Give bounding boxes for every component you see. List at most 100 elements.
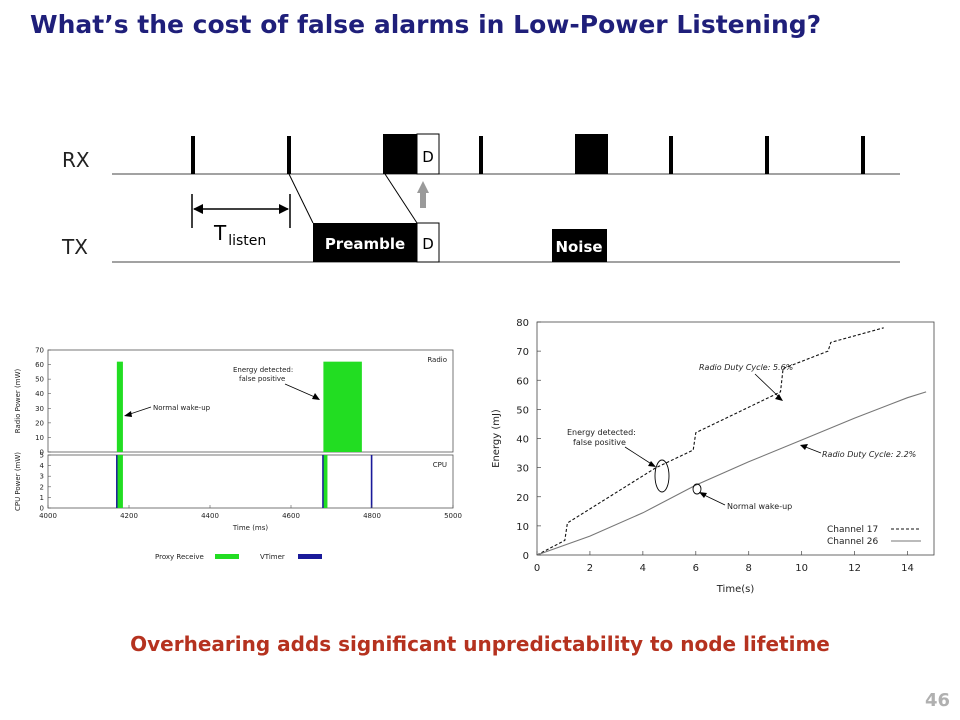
x-tick-label: 10 <box>795 563 808 574</box>
arrowhead-right-icon <box>279 204 289 214</box>
rx-wakeup-pulse <box>765 136 769 174</box>
bar-mark <box>323 361 362 452</box>
false-positive-marker <box>654 459 670 493</box>
x-tick-label: 6 <box>693 563 699 574</box>
bar-mark <box>323 455 328 508</box>
tx-label: TX <box>61 235 88 259</box>
plot-frame <box>536 321 935 556</box>
rx-data-label: D <box>422 148 434 166</box>
x-tick-label: 4000 <box>39 512 57 520</box>
bar-mark <box>116 455 123 508</box>
y-tick-label: 20 <box>35 419 44 427</box>
annotation-normal-wakeup: Normal wake-up <box>727 502 792 511</box>
annotation-false-positive: false positive <box>573 438 626 447</box>
preamble-block <box>313 223 417 262</box>
rx-data-box <box>416 133 440 175</box>
y-tick-label: 40 <box>35 390 44 398</box>
y-tick-label: 0 <box>523 551 529 562</box>
preamble-label: Preamble <box>325 235 405 253</box>
y-tick-label: 70 <box>516 347 529 358</box>
arrowhead-icon <box>800 444 808 450</box>
y-tick-label: 0 <box>40 449 44 457</box>
arrowhead-left-icon <box>193 204 203 214</box>
panel-frame <box>47 349 454 453</box>
y-tick-label: 1 <box>40 494 44 502</box>
bar-mark <box>116 455 118 508</box>
y-tick-label: 30 <box>35 405 44 413</box>
y-tick-label: 3 <box>40 473 44 481</box>
rx-wakeup-pulse <box>287 136 291 174</box>
x-tick-label: 0 <box>534 563 540 574</box>
x-tick-label: 5000 <box>444 512 462 520</box>
x-tick-label: 4400 <box>201 512 219 520</box>
y-tick-label: 60 <box>516 376 529 387</box>
annotation-normal-wakeup: Normal wake-up <box>153 404 211 412</box>
panel-name: Radio <box>427 356 447 364</box>
annotation-duty-cycle-26: Radio Duty Cycle: 2.2% <box>822 450 916 459</box>
projection-line <box>384 173 418 224</box>
legend-label: Channel 17 <box>827 525 878 535</box>
y-tick-label: 50 <box>35 376 44 384</box>
rx-wakeup-pulse <box>191 136 195 174</box>
y-tick-label: 80 <box>516 318 529 329</box>
x-axis-label: Time (ms) <box>232 524 269 532</box>
panel-name: CPU <box>433 461 447 469</box>
y-tick-label: 10 <box>35 434 44 442</box>
tx-data-label: D <box>422 235 434 253</box>
annotation-false-positive: false positive <box>239 375 285 383</box>
rx-wakeup-pulse <box>479 136 483 174</box>
y-tick-label: 10 <box>516 522 529 533</box>
y-tick-label: 0 <box>40 505 44 513</box>
slide-title: What’s the cost of false alarms in Low-P… <box>30 10 822 39</box>
annotation-arrow <box>284 383 318 399</box>
x-axis-label: Time(s) <box>716 584 755 595</box>
legend-label: Channel 26 <box>827 537 879 547</box>
bar-mark <box>370 455 373 508</box>
projection-line <box>288 173 314 224</box>
legend-swatch <box>298 554 322 559</box>
page-number: 46 <box>924 690 950 711</box>
tx-data-box <box>416 222 440 263</box>
tlisten-main: T <box>213 221 227 245</box>
x-tick-label: 4600 <box>282 512 300 520</box>
slide-subtitle: Overhearing adds significant unpredictab… <box>130 632 830 656</box>
rx-wakeup-pulse <box>669 136 673 174</box>
series-line <box>536 327 884 556</box>
y-tick-label: 30 <box>516 464 529 475</box>
y-tick-label: 2 <box>40 483 44 491</box>
y-axis-label: CPU Power (mW) <box>14 452 22 511</box>
x-tick-label: 12 <box>848 563 861 574</box>
rx-receive-block <box>383 134 417 174</box>
y-tick-label: 50 <box>516 405 529 416</box>
annotation-arrow <box>624 446 654 466</box>
x-tick-label: 4800 <box>363 512 381 520</box>
bar-mark <box>116 361 123 452</box>
y-tick-label: 40 <box>516 435 529 446</box>
x-tick-label: 2 <box>587 563 593 574</box>
tlisten-sub: listen <box>228 233 266 249</box>
rx-wakeup-pulse <box>861 136 865 174</box>
series-line <box>536 391 927 556</box>
annotation-arrow <box>754 373 781 399</box>
panel-frame <box>47 454 454 509</box>
energy-chart: 0 10 20 30 40 50 60 70 80 0 2 4 6 8 10 12 14 Time(s) Energ… <box>491 318 935 595</box>
arrowhead-icon <box>648 461 656 467</box>
arrowhead-icon <box>775 394 783 401</box>
y-axis-label: Radio Power (mW) <box>14 368 22 433</box>
legend-label: Proxy Receive <box>155 553 204 561</box>
legend-swatch <box>215 554 239 559</box>
y-tick-label: 20 <box>516 493 529 504</box>
x-tick-label: 4200 <box>120 512 138 520</box>
y-tick-label: 5 <box>40 452 44 460</box>
y-tick-label: 4 <box>40 462 45 470</box>
arrowhead-icon <box>124 411 132 417</box>
noise-label: Noise <box>555 238 602 256</box>
y-axis-label: Energy (mJ) <box>491 409 502 468</box>
y-tick-label: 70 <box>35 347 44 355</box>
arrowhead-icon <box>699 492 707 498</box>
legend-label: VTimer <box>260 553 285 561</box>
annotation-energy-detected: Energy detected: <box>233 366 293 374</box>
x-tick-label: 14 <box>901 563 914 574</box>
